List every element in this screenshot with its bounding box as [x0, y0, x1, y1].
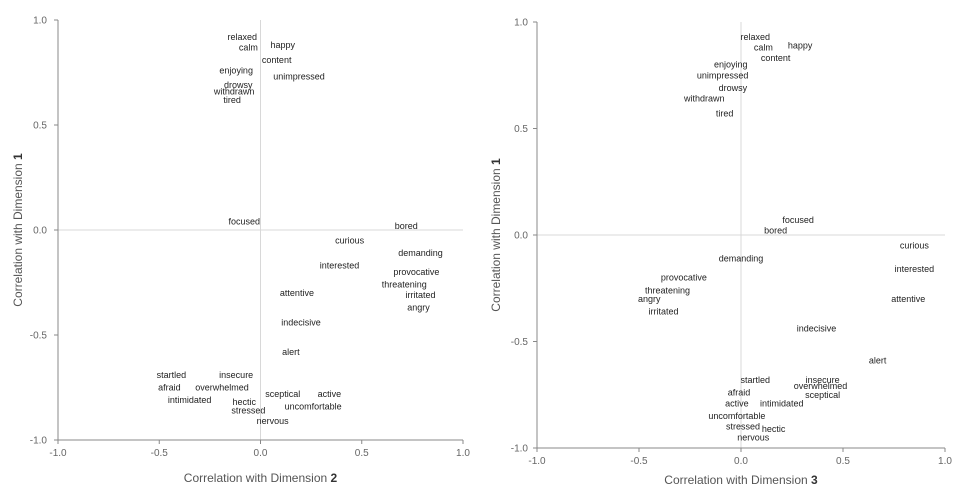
point-label-alert: alert	[869, 356, 887, 366]
point-label-insecure: insecure	[219, 370, 253, 380]
x-tick-label: -0.5	[151, 448, 169, 459]
point-label-happy: happy	[788, 40, 813, 50]
point-label-active: active	[725, 398, 749, 408]
point-label-sceptical: sceptical	[265, 389, 300, 399]
y-tick-label: -0.5	[511, 337, 529, 348]
x-tick-label: -1.0	[528, 456, 546, 467]
y-tick-label: -0.5	[30, 331, 48, 342]
point-label-indecisive: indecisive	[797, 324, 837, 334]
y-tick-label: 0.5	[33, 121, 47, 132]
x-tick-label: 1.0	[456, 448, 470, 459]
point-label-uncomfortable: uncomfortable	[708, 411, 765, 421]
point-label-drowsy: drowsy	[719, 83, 748, 93]
point-label-bored: bored	[395, 221, 418, 231]
point-label-provocative: provocative	[393, 267, 439, 277]
point-label-irritated: irritated	[405, 290, 435, 300]
point-label-happy: happy	[271, 40, 296, 50]
y-tick-label: 0.0	[33, 226, 47, 237]
x-tick-label: 0.0	[734, 456, 748, 467]
point-label-enjoying: enjoying	[219, 65, 253, 75]
point-label-calm: calm	[239, 42, 258, 52]
point-label-afraid: afraid	[158, 383, 181, 393]
point-label-overwhelmed: overwhelmed	[195, 383, 249, 393]
point-label-active: active	[318, 389, 342, 399]
point-label-withdrawn: withdrawn	[213, 86, 255, 96]
point-label-unimpressed: unimpressed	[697, 70, 749, 80]
x-tick-label: 0.5	[836, 456, 850, 467]
point-label-stressed: stressed	[726, 422, 760, 432]
point-label-angry: angry	[638, 294, 661, 304]
y-tick-label: 0.5	[514, 124, 528, 135]
y-axis-title: Correlation with Dimension 1	[11, 153, 25, 307]
point-label-angry: angry	[407, 303, 430, 313]
x-tick-label: -0.5	[630, 456, 648, 467]
point-label-demanding: demanding	[719, 253, 764, 263]
point-label-intimidated: intimidated	[760, 398, 804, 408]
point-label-interested: interested	[320, 261, 360, 271]
point-label-tired: tired	[223, 95, 241, 105]
point-label-relaxed: relaxed	[228, 32, 258, 42]
x-axis-title: Correlation with Dimension 2	[184, 471, 338, 485]
point-label-provocative: provocative	[661, 273, 707, 283]
point-label-focused: focused	[229, 217, 261, 227]
y-tick-label: -1.0	[30, 436, 48, 447]
point-label-threatening: threatening	[382, 280, 427, 290]
point-label-curious: curious	[900, 241, 930, 251]
point-label-calm: calm	[754, 43, 773, 53]
point-label-nervous: nervous	[737, 432, 770, 442]
point-label-enjoying: enjoying	[714, 60, 748, 70]
point-label-insecure: insecure	[806, 375, 840, 385]
point-label-attentive: attentive	[891, 294, 925, 304]
point-label-bored: bored	[764, 226, 787, 236]
point-label-startled: startled	[157, 370, 187, 380]
point-label-overwhelmed: overwhelmed	[794, 381, 848, 391]
point-label-content: content	[262, 55, 292, 65]
point-label-afraid: afraid	[728, 388, 751, 398]
point-label-indecisive: indecisive	[281, 317, 321, 327]
point-label-interested: interested	[895, 264, 935, 274]
point-label-focused: focused	[782, 215, 814, 225]
point-label-irritated: irritated	[648, 307, 678, 317]
point-label-hectic: hectic	[762, 424, 786, 434]
point-label-stressed: stressed	[231, 406, 265, 416]
y-tick-label: -1.0	[511, 444, 529, 455]
point-label-withdrawn: withdrawn	[683, 94, 725, 104]
point-label-alert: alert	[282, 347, 300, 357]
y-tick-label: 1.0	[514, 18, 528, 29]
point-label-nervous: nervous	[257, 416, 290, 426]
x-tick-label: -1.0	[49, 448, 67, 459]
point-label-startled: startled	[741, 375, 771, 385]
chart-panel-2: -1.0 -0.5 0.0 0.5 1.0 -1.0 -0.5 0.0 0.5 1.0 Correl…	[489, 18, 952, 488]
y-axis-title: Correlation with Dimension 1	[489, 158, 503, 312]
point-label-sceptical: sceptical	[805, 390, 840, 400]
x-tick-label: 0.5	[355, 448, 369, 459]
point-label-intimidated: intimidated	[168, 395, 212, 405]
point-label-content: content	[761, 53, 791, 63]
x-tick-label: 0.0	[254, 448, 268, 459]
x-tick-label: 1.0	[938, 456, 952, 467]
chart-panel-1: -1.0 -0.5 0.0 0.5 1.0 -1.0 -0.5 0.0 0.5 1.0 Correl…	[11, 16, 470, 486]
point-label-unimpressed: unimpressed	[273, 72, 325, 82]
point-label-relaxed: relaxed	[741, 32, 771, 42]
y-tick-label: 0.0	[514, 231, 528, 242]
y-tick-label: 1.0	[33, 16, 47, 27]
point-label-demanding: demanding	[398, 248, 443, 258]
point-label-attentive: attentive	[280, 288, 314, 298]
point-label-curious: curious	[335, 236, 365, 246]
point-label-tired: tired	[716, 109, 734, 119]
point-label-threatening: threatening	[645, 285, 690, 295]
point-label-uncomfortable: uncomfortable	[285, 401, 342, 411]
point-label-drowsy: drowsy	[224, 80, 253, 90]
point-label-hectic: hectic	[233, 397, 257, 407]
x-axis-title: Correlation with Dimension 3	[664, 473, 818, 487]
